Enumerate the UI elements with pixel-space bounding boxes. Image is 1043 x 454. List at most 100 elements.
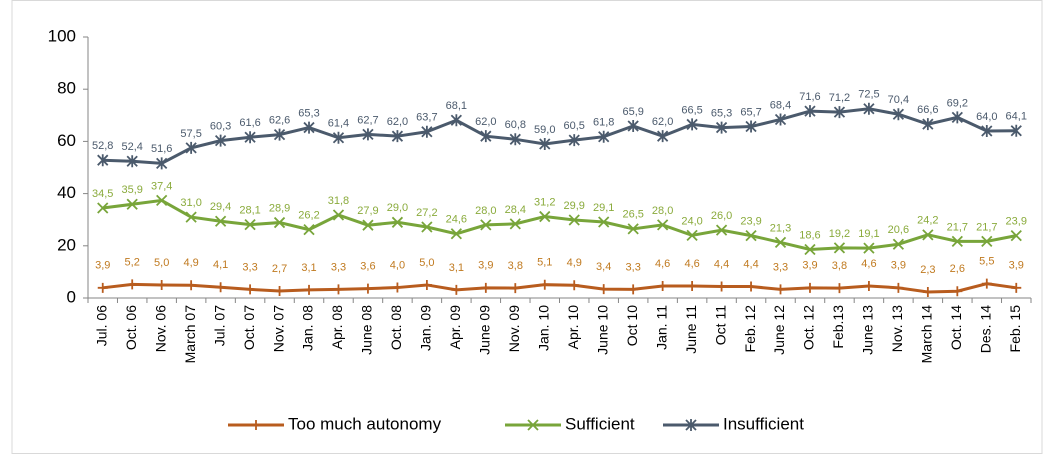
x-tick-label: Oct. 07 — [241, 305, 257, 350]
value-label: 57,5 — [180, 128, 201, 140]
point-marker — [627, 223, 639, 235]
value-label: 3,1 — [301, 262, 316, 274]
y-tick-label: 0 — [67, 287, 76, 306]
value-label: 21,7 — [947, 221, 968, 233]
point-marker — [804, 105, 816, 118]
value-label: 26,0 — [711, 210, 732, 222]
value-label: 3,3 — [626, 261, 641, 273]
point-marker — [421, 125, 433, 138]
point-marker — [214, 215, 227, 227]
point-marker — [127, 279, 138, 290]
x-tick-label: June 09 — [477, 305, 493, 355]
point-marker — [97, 202, 109, 214]
value-label: 20,6 — [888, 224, 909, 236]
value-label: 4,4 — [714, 258, 729, 270]
legend-label: Too much autonomy — [288, 414, 442, 433]
point-marker — [568, 134, 580, 147]
value-label: 51,6 — [151, 143, 172, 155]
point-marker — [863, 280, 874, 291]
point-marker — [834, 283, 845, 294]
value-label: 2,6 — [950, 263, 965, 275]
value-label: 28,4 — [505, 204, 526, 216]
point-marker — [539, 210, 551, 223]
point-marker — [391, 216, 404, 228]
point-marker — [863, 242, 875, 254]
point-marker — [509, 218, 521, 230]
x-tick-label: Des. 14 — [978, 305, 994, 353]
value-label: 23,9 — [1006, 216, 1027, 228]
x-tick-label: Oct. 08 — [388, 305, 404, 350]
value-label: 5,0 — [154, 257, 169, 269]
point-marker — [362, 219, 374, 231]
x-tick-label: June 12 — [771, 305, 787, 355]
point-marker — [598, 130, 610, 143]
value-label: 62,6 — [269, 115, 290, 127]
x-tick-label: Jan. 11 — [653, 305, 669, 350]
value-label: 3,9 — [95, 260, 110, 272]
point-marker — [687, 280, 698, 291]
value-label: 4,4 — [743, 258, 758, 270]
point-marker — [510, 283, 521, 294]
value-label: 37,4 — [151, 180, 172, 192]
value-label: 3,8 — [832, 260, 847, 272]
value-label: 35,9 — [121, 184, 142, 196]
value-label: 61,8 — [593, 117, 614, 129]
point-marker — [1010, 124, 1022, 137]
value-label: 52,4 — [121, 141, 142, 153]
value-label: 59,0 — [534, 124, 555, 136]
value-label: 3,9 — [1009, 260, 1024, 272]
point-marker — [126, 198, 138, 210]
value-label: 65,9 — [622, 106, 643, 118]
legend-label: Insufficient — [723, 414, 804, 433]
x-tick-label: Oct. 12 — [801, 305, 817, 350]
point-marker — [480, 130, 492, 143]
point-marker — [126, 155, 138, 168]
x-tick-label: Nov. 09 — [506, 305, 522, 352]
x-tick-label: Jan. 08 — [300, 305, 316, 351]
value-label: 71,6 — [799, 91, 820, 103]
y-tick-label: 20 — [57, 235, 76, 254]
value-label: 3,4 — [596, 261, 611, 273]
value-label: 68,4 — [770, 99, 791, 111]
x-tick-label: March 07 — [182, 305, 198, 364]
value-label: 28,0 — [652, 205, 673, 217]
point-marker — [627, 120, 639, 133]
value-label: 18,6 — [799, 229, 820, 241]
point-marker — [392, 282, 403, 293]
x-tick-label: Oct 11 — [712, 305, 728, 345]
point-marker — [745, 229, 757, 242]
value-label: 5,2 — [125, 256, 140, 268]
x-tick-label: Apr. 10 — [565, 305, 581, 350]
value-label: 31,0 — [180, 197, 201, 209]
value-label: 64,0 — [976, 111, 997, 123]
value-label: 28,0 — [475, 205, 496, 217]
series-line — [102, 107, 1017, 165]
point-marker — [745, 120, 757, 133]
point-marker — [951, 111, 963, 124]
point-marker — [480, 219, 492, 231]
x-tick-label: June 08 — [359, 305, 375, 355]
value-label: 4,0 — [390, 259, 405, 271]
y-tick-label: 80 — [57, 79, 76, 98]
point-marker — [922, 286, 933, 297]
value-label: 62,0 — [475, 116, 496, 128]
value-label: 3,3 — [331, 261, 346, 273]
point-marker — [332, 209, 345, 221]
value-label: 3,3 — [773, 261, 788, 273]
value-label: 5,1 — [537, 257, 552, 269]
value-label: 64,1 — [1006, 111, 1027, 123]
x-tick-label: Oct 10 — [624, 305, 640, 346]
value-label: 2,7 — [272, 263, 287, 275]
point-marker — [214, 134, 227, 147]
point-marker — [981, 124, 993, 137]
point-marker — [391, 130, 404, 143]
point-marker — [274, 285, 285, 296]
point-marker — [774, 236, 787, 249]
value-label: 31,2 — [534, 196, 555, 208]
value-label: 68,1 — [446, 100, 467, 112]
value-label: 4,6 — [684, 258, 699, 270]
point-marker — [186, 280, 197, 291]
value-label: 3,9 — [802, 260, 817, 272]
point-marker — [1011, 282, 1022, 293]
